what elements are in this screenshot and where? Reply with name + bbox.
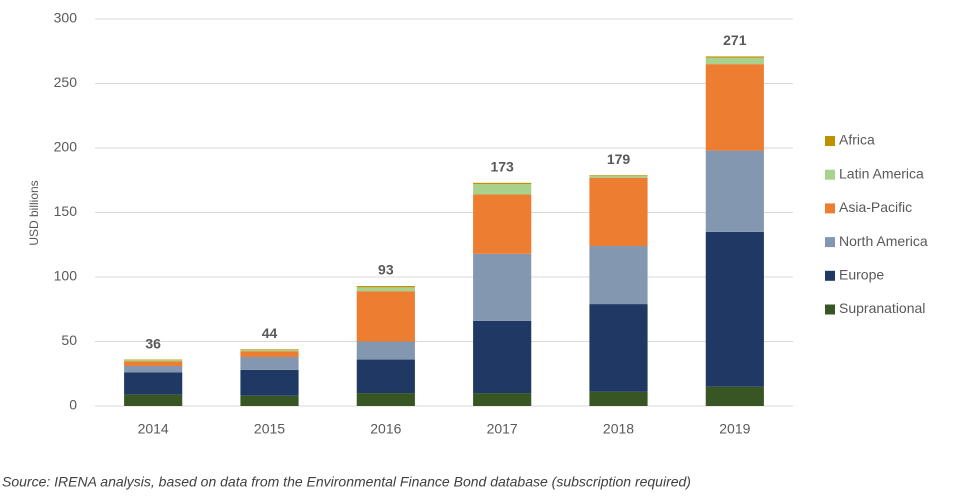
- bar-segment: [705, 231, 764, 387]
- total-label: 93: [378, 262, 394, 278]
- bar-segment: [589, 175, 648, 178]
- bar-segment: [240, 369, 299, 396]
- bar-segment: [705, 56, 764, 58]
- total-label: 44: [262, 325, 278, 341]
- x-tick-label: 2018: [603, 421, 634, 437]
- bar-segment: [473, 320, 532, 394]
- y-axis-label: USD billions: [27, 180, 41, 245]
- bar-segment: [124, 361, 183, 367]
- bar-segment: [589, 391, 648, 406]
- y-tick-label: 250: [54, 74, 78, 90]
- y-tick-label: 0: [69, 397, 77, 413]
- y-tick-label: 200: [54, 139, 78, 155]
- bar-segment: [240, 349, 299, 350]
- y-tick-label: 300: [54, 10, 78, 26]
- bar-segment: [705, 150, 764, 232]
- bar-segment: [705, 57, 764, 65]
- total-label: 36: [145, 335, 161, 351]
- source-note: Source: IRENA analysis, based on data fr…: [2, 474, 691, 490]
- legend-swatch: [825, 237, 835, 248]
- total-label: 173: [490, 159, 514, 175]
- total-label: 271: [723, 32, 747, 48]
- legend-label: Supranational: [839, 300, 925, 316]
- bar-segment: [356, 287, 415, 292]
- bar-segment: [705, 386, 764, 406]
- legend-label: Europe: [839, 267, 884, 283]
- bar-segment: [240, 395, 299, 406]
- bar-segment: [473, 253, 532, 321]
- bar-segment: [589, 175, 648, 176]
- bar-segment: [589, 246, 648, 305]
- bar-segment: [473, 393, 532, 406]
- bar-segment: [124, 359, 183, 361]
- legend-label: Asia-Pacific: [839, 199, 912, 215]
- bar-segment: [124, 372, 183, 395]
- bar-segment: [124, 394, 183, 406]
- bar-segment: [124, 366, 183, 373]
- bar-segment: [356, 341, 415, 360]
- x-tick-label: 2017: [487, 421, 518, 437]
- x-tick-label: 2019: [719, 421, 750, 437]
- x-tick-label: 2016: [370, 421, 401, 437]
- bar-segment: [240, 351, 299, 357]
- legend-swatch: [825, 270, 835, 281]
- bar-segment: [589, 177, 648, 247]
- bar-segment: [589, 304, 648, 392]
- legend-swatch: [825, 169, 835, 180]
- legend-label: North America: [839, 233, 928, 249]
- x-tick-label: 2015: [254, 421, 285, 437]
- bar-segment: [124, 360, 183, 362]
- bar-segment: [356, 286, 415, 288]
- legend-swatch: [825, 304, 835, 315]
- bar-segment: [356, 393, 415, 406]
- legend-label: Latin America: [839, 165, 924, 181]
- bar-segment: [240, 356, 299, 370]
- total-label: 179: [607, 151, 631, 167]
- bar-segment: [356, 359, 415, 394]
- bar-segment: [473, 194, 532, 254]
- bar-segment: [356, 291, 415, 342]
- bar-segment: [473, 182, 532, 185]
- legend-swatch: [825, 136, 835, 146]
- bar-segment: [473, 184, 532, 195]
- y-tick-label: 50: [61, 332, 77, 348]
- legend-label: Africa: [839, 132, 875, 148]
- legend-swatch: [825, 203, 835, 214]
- y-tick-label: 150: [54, 203, 78, 219]
- x-tick-label: 2014: [138, 421, 169, 437]
- y-tick-label: 100: [54, 268, 78, 284]
- bar-segment: [705, 64, 764, 151]
- bar-segment: [240, 349, 299, 352]
